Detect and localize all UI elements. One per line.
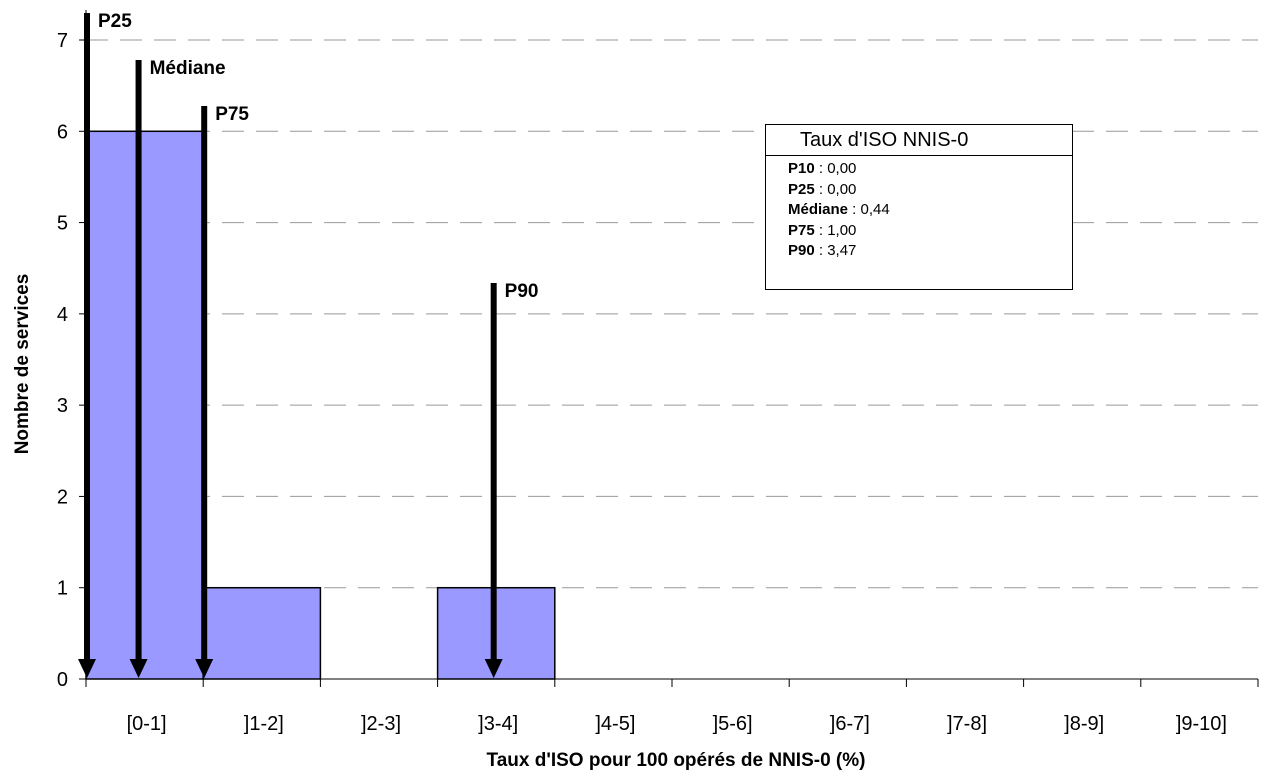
x-tick-label: ]2-3] [361,713,401,735]
legend-rows: P10 : 0,00 P25 : 0,00 Médiane : 0,44 P75 : … [766,156,1072,262]
legend-row-key: P90 [788,242,815,259]
bars [85,130,556,680]
x-tick-label: ]7-8] [947,713,987,735]
legend-row-value: : 3,47 [814,242,857,259]
y-tick-label: 1 [57,578,68,600]
legend-row: P90 : 3,47 [788,241,1072,262]
marker-arrow-head [484,659,503,678]
legend-row-value: : 0,00 [814,180,857,198]
marker-arrow: P90 [484,281,539,678]
x-tick-labels: [0-1] ]1-2] ]2-3] ]3-4] ]4-5] ]5-6] ]6-7] ]7-8]… [127,713,1227,735]
legend-row-key: P25 [788,180,815,198]
legend-row-value: : 1,00 [814,221,857,239]
x-tick-label: ]4-5] [595,713,635,735]
y-tick-label: 0 [57,669,68,691]
y-axis-title: Nombre de services [12,274,33,455]
x-axis-title: Taux d'ISO pour 100 opérés de NNIS-0 (%) [487,750,866,771]
legend-row-value: : 0,44 [848,201,890,218]
legend-row: Médiane : 0,44 [788,200,1072,221]
percentile-markers: P25 Médiane P75 P90 [78,11,538,678]
marker-arrow: P75 [195,104,249,678]
marker-label: Médiane [150,58,226,79]
y-tick-label: 4 [57,304,68,326]
x-tick-label: ]6-7] [830,713,870,735]
marker-arrow: Médiane [129,58,226,678]
legend-title: Taux d'ISO NNIS-0 [766,125,1072,156]
marker-arrow-head [129,659,148,678]
y-tick-label: 2 [57,486,68,508]
legend-box: Taux d'ISO NNIS-0 P10 : 0,00 P25 : 0,00 Mé… [765,124,1073,290]
x-tick-label: ]8-9] [1064,713,1104,735]
marker-label: P25 [98,11,132,32]
legend-row-value: : 0,00 [814,160,857,177]
gridlines [86,39,1258,589]
y-tick-label: 7 [57,30,68,52]
x-tick-label: ]1-2] [244,713,284,735]
marker-arrow-head [78,659,96,678]
marker-label: P75 [215,104,249,125]
x-tick-label: ]9-10] [1176,713,1227,735]
marker-label: P90 [505,281,539,302]
legend-row-key: P75 [788,221,815,239]
legend-row: P75 : 1,00 [788,221,1072,242]
y-tick-label: 5 [57,213,68,235]
bar [85,130,204,680]
x-tick-label: ]5-6] [713,713,753,735]
marker-arrow-head [195,659,214,678]
legend-row-key: Médiane [788,201,849,218]
marker-arrow: P25 [78,11,132,678]
axes [79,10,1259,687]
legend-row-key: P10 [788,160,815,177]
x-tick-label: ]3-4] [478,713,518,735]
y-tick-label: 3 [57,395,68,417]
x-tick-label: [0-1] [127,713,167,735]
legend-row: P25 : 0,00 [788,180,1072,201]
bar [202,586,322,680]
y-tick-label: 6 [57,121,68,143]
y-tick-labels: 0 1 2 3 4 5 6 7 [57,30,68,691]
legend-row: P10 : 0,00 [788,159,1072,180]
